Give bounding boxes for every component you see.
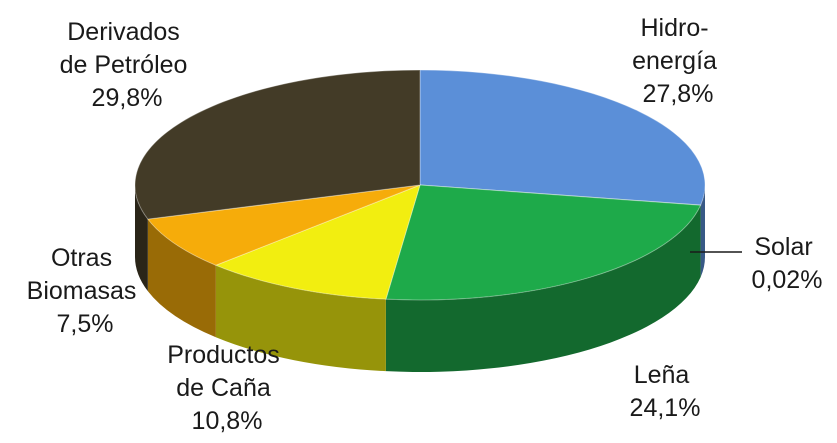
label-otras-line-2: Biomasas	[27, 277, 137, 305]
label-solar-value: 0,02%	[752, 266, 823, 294]
pie-side-petroleo	[135, 185, 148, 292]
pie-slice-petroleo	[134, 69, 421, 220]
pie-slice-solar	[419, 184, 702, 206]
pie-top-layer	[134, 69, 706, 301]
label-petroleo-value: 29,8%	[92, 84, 163, 112]
pie-slice-lena	[385, 184, 702, 301]
pie-side-cana	[215, 265, 386, 372]
pie-slice-otras	[146, 184, 421, 266]
label-hidro-line-2: energía	[632, 47, 717, 75]
label-cana-line-1: Productos	[167, 341, 280, 369]
label-otras: Otras Biomasas 7,5%	[27, 244, 144, 338]
label-lena-line-1: Leña	[634, 361, 690, 389]
label-lena-value: 24,1%	[630, 394, 701, 422]
label-solar-line-1: Solar	[754, 233, 812, 261]
label-otras-line-1: Otras	[51, 244, 112, 272]
label-cana-value: 10,8%	[192, 407, 263, 435]
label-cana: Productos de Caña 10,8%	[167, 341, 287, 435]
label-petroleo-line-1: Derivados	[67, 18, 180, 46]
pie-slice-cana	[214, 184, 421, 300]
label-solar: Solar 0,02%	[752, 233, 823, 294]
label-lena: Leña 24,1%	[630, 361, 701, 422]
pie-slice-hidro	[419, 69, 706, 206]
label-otras-value: 7,5%	[57, 310, 114, 338]
label-petroleo: Derivados de Petróleo 29,8%	[60, 18, 195, 112]
pie-side-layer	[135, 185, 705, 372]
label-petroleo-line-2: de Petróleo	[60, 51, 188, 79]
pie-side-lena	[385, 205, 701, 372]
label-hidro-value: 27,8%	[643, 80, 714, 108]
label-hidro-line-1: Hidro-	[640, 14, 708, 42]
pie-side-hidro	[700, 185, 705, 278]
label-cana-line-2: de Caña	[176, 374, 271, 402]
label-hidro: Hidro- energía 27,8%	[632, 14, 724, 108]
pie-side-otras	[147, 219, 216, 338]
